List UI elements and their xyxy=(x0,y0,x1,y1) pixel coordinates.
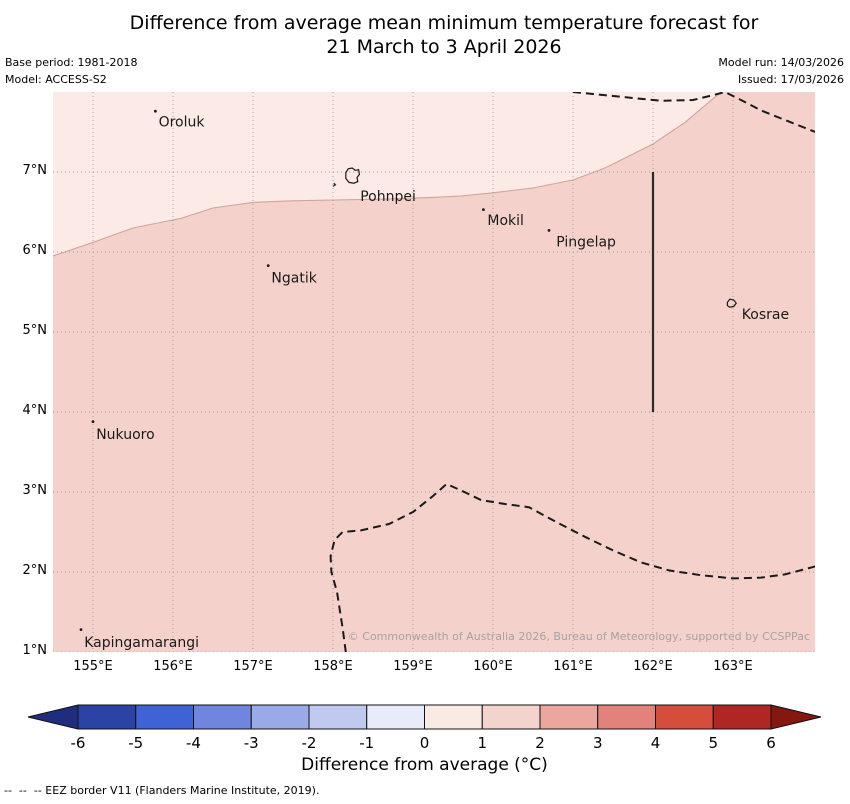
longitude-axis: 155°E 156°E 157°E 158°E 159°E 160°E 161°E 162°E… xyxy=(53,659,815,677)
lon-tick-156: 156°E xyxy=(153,659,193,674)
place-dot-kapingamarangi xyxy=(79,628,83,631)
colorbar-segment-8 xyxy=(539,704,599,730)
lon-tick-157: 157°E xyxy=(233,659,273,674)
lon-tick-160: 160°E xyxy=(473,659,513,674)
model-text: Model: ACCESS-S2 xyxy=(5,73,107,86)
lat-tick-2: 2°N xyxy=(22,563,48,578)
place-dot-oroluk xyxy=(154,109,157,113)
colorbar-segment-11 xyxy=(712,704,772,730)
colorbar-canvas xyxy=(27,704,822,730)
colorbar-over-arrow xyxy=(770,704,822,730)
latitude-axis: 7°N 6°N 5°N 4°N 3°N 2°N 1°N xyxy=(0,92,50,658)
kosrae-island xyxy=(726,298,737,308)
eez-border-south xyxy=(329,482,816,653)
lat-tick-6: 6°N xyxy=(22,243,48,258)
model-run-text: Model run: 14/03/2026 xyxy=(718,56,844,69)
lat-tick-1: 1°N xyxy=(22,643,48,658)
colorbar-tick--3: -3 xyxy=(243,734,259,752)
colorbar-caption: Difference from average (°C) xyxy=(301,755,548,775)
colorbar-ticks: -6 -5 -4 -3 -2 -1 0 1 2 3 4 5 6 xyxy=(24,734,824,752)
lon-tick-158: 158°E xyxy=(313,659,353,674)
place-dot-mokil xyxy=(482,208,485,211)
place-label-kosrae: Kosrae xyxy=(742,307,789,323)
colorbar-segment-6 xyxy=(424,704,483,730)
lon-tick-155: 155°E xyxy=(73,659,113,674)
map-canvas: Oroluk Pohnpei Mokil Pingelap Ngatik Kosrae Nu… xyxy=(52,90,816,653)
colorbar-tick--6: -6 xyxy=(70,734,86,752)
page-title: Difference from average mean minimum tem… xyxy=(40,11,848,59)
colorbar-segment-9 xyxy=(597,704,656,730)
meta-left: Base period: 1981-2018 Model: ACCESS-S2 xyxy=(5,54,137,88)
colorbar-tick--5: -5 xyxy=(128,734,144,752)
colorbar-tick-3: 3 xyxy=(592,734,603,752)
lon-tick-159: 159°E xyxy=(393,659,433,674)
title-line-1: Difference from average mean minimum tem… xyxy=(129,12,759,34)
place-label-pingelap: Pingelap xyxy=(556,234,616,250)
colorbar-under-arrow xyxy=(27,704,79,730)
colorbar-tick-2: 2 xyxy=(535,734,545,752)
place-dot-pingelap xyxy=(547,229,551,232)
colorbar-segment-3 xyxy=(250,704,310,730)
place-label-ngatik: Ngatik xyxy=(271,270,317,286)
base-period-text: Base period: 1981-2018 xyxy=(5,56,138,69)
colorbar-segment-4 xyxy=(308,704,368,730)
colorbar-tick-4: 4 xyxy=(650,734,661,752)
colorbar-tick-5: 5 xyxy=(708,734,719,752)
lon-tick-163: 163°E xyxy=(713,659,753,674)
place-label-nukuoro: Nukuoro xyxy=(96,427,154,443)
meta-right: Model run: 14/03/2026 Issued: 17/03/2026 xyxy=(718,54,844,88)
eez-footnote: -- -- -- EEZ border V11 (Flanders Marine… xyxy=(4,784,320,797)
colorbar-tick--1: -1 xyxy=(359,734,375,752)
island-outlines xyxy=(332,167,737,308)
title-line-2: 21 March to 3 April 2026 xyxy=(326,36,562,58)
lat-tick-7: 7°N xyxy=(22,163,48,178)
place-markers: Oroluk Pohnpei Mokil Pingelap Ngatik Kosrae Nu… xyxy=(79,109,789,651)
colorbar xyxy=(24,704,824,732)
colorbar-segment-0 xyxy=(77,704,137,730)
ant-atoll xyxy=(332,182,337,187)
issued-text: Issued: 17/03/2026 xyxy=(737,73,844,86)
place-label-mokil: Mokil xyxy=(487,213,524,229)
lat-tick-5: 5°N xyxy=(22,323,48,338)
place-dot-ngatik xyxy=(266,264,270,267)
colorbar-tick-1: 1 xyxy=(477,734,488,752)
anomaly-region-boundary xyxy=(52,91,722,257)
colorbar-tick-0: 0 xyxy=(419,734,430,752)
colorbar-tick-6: 6 xyxy=(766,734,776,752)
lon-tick-162: 162°E xyxy=(633,659,673,674)
place-label-pohnpei: Pohnpei xyxy=(360,189,416,205)
light-anomaly-region xyxy=(53,92,721,256)
forecast-map: Oroluk Pohnpei Mokil Pingelap Ngatik Kosrae Nu… xyxy=(52,90,816,653)
colorbar-segment-7 xyxy=(481,704,541,730)
pohnpei-island xyxy=(345,167,361,184)
place-label-oroluk: Oroluk xyxy=(159,114,206,130)
colorbar-segment-2 xyxy=(193,704,252,730)
lat-tick-3: 3°N xyxy=(22,483,48,498)
colorbar-segment-5 xyxy=(366,704,425,730)
lon-tick-161: 161°E xyxy=(553,659,593,674)
place-dot-nukuoro xyxy=(91,420,95,423)
lat-tick-4: 4°N xyxy=(22,403,48,418)
place-label-kapingamarangi: Kapingamarangi xyxy=(84,635,199,651)
colorbar-segment-1 xyxy=(135,704,194,730)
eez-border-north xyxy=(572,90,816,133)
colorbar-tick--2: -2 xyxy=(301,734,317,752)
eez-borders xyxy=(329,90,816,653)
colorbar-segment-10 xyxy=(655,704,714,730)
copyright-text: © Commonwealth of Australia 2026, Bureau… xyxy=(348,630,810,643)
colorbar-tick--4: -4 xyxy=(186,734,201,752)
